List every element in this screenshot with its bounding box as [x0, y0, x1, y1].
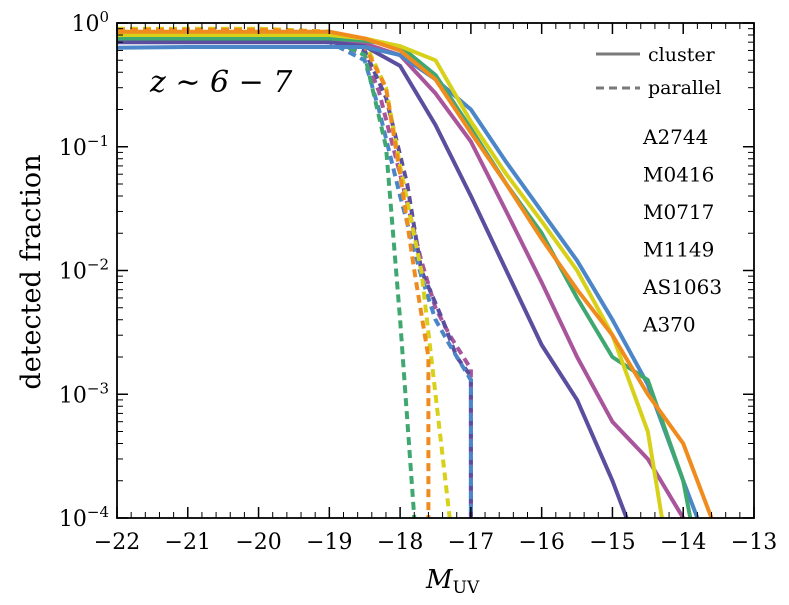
- style-legend: cluster parallel: [596, 44, 721, 99]
- x-tick-label: −21: [165, 530, 211, 555]
- legend-cluster-label: cluster: [648, 44, 716, 66]
- series-a2744-parallel-line: [117, 34, 473, 518]
- series-a370-cluster-line: [117, 29, 714, 518]
- series-m1149-parallel-line: [117, 29, 417, 518]
- legend-a370-label: A370: [642, 313, 696, 337]
- x-tick-label: −18: [377, 530, 423, 555]
- series-m0416-parallel-line: [117, 33, 473, 518]
- legend-parallel-label: parallel: [648, 77, 721, 99]
- series-m0717-cluster-line: [117, 45, 700, 518]
- legend-m0416-label: M0416: [643, 163, 714, 187]
- y-tick-label: 10−4: [59, 503, 109, 532]
- series-layer: [117, 26, 714, 518]
- x-tick-label: −22: [94, 530, 140, 555]
- x-tick-label: −20: [235, 530, 281, 555]
- y-tick-label: 10−1: [59, 132, 109, 161]
- series-as1063-parallel-line: [117, 26, 452, 518]
- legend-m0717-label: M0717: [643, 200, 714, 224]
- x-tick-label: −14: [660, 530, 706, 555]
- series-m0717-parallel-line: [117, 38, 473, 518]
- x-tick-label: −17: [448, 530, 494, 555]
- y-tick-label: 10−3: [59, 379, 109, 408]
- y-axis-ticks: 100 10−1 10−2 10−3 10−4: [59, 8, 754, 532]
- series-m0416-cluster-line: [117, 40, 629, 518]
- legend-m1149-label: M1149: [643, 238, 714, 262]
- x-axis-ticks: −22 −21 −20 −19 −18 −17 −16 −15 −14 −13: [94, 23, 777, 555]
- series-m1149-cluster-line: [117, 36, 693, 518]
- x-tick-label: −15: [589, 530, 635, 555]
- x-axis-title-main: M: [425, 565, 454, 595]
- y-tick-label: 100: [71, 8, 109, 37]
- y-axis-title: detected fraction: [16, 154, 47, 389]
- legend-as1063-label: AS1063: [642, 275, 722, 299]
- redshift-annotation: z ∼ 6 − 7: [149, 65, 293, 100]
- legend-a2744-label: A2744: [642, 125, 708, 149]
- x-tick-label: −13: [731, 530, 777, 555]
- x-axis-title-sub: UV: [453, 578, 480, 598]
- cluster-legend: A2744 M0416 M0717 M1149 AS1063 A370: [642, 125, 722, 337]
- y-tick-label: 10−2: [59, 256, 109, 285]
- x-axis-title: MUV: [425, 565, 480, 598]
- x-tick-label: −16: [518, 530, 564, 555]
- x-tick-label: −19: [306, 530, 352, 555]
